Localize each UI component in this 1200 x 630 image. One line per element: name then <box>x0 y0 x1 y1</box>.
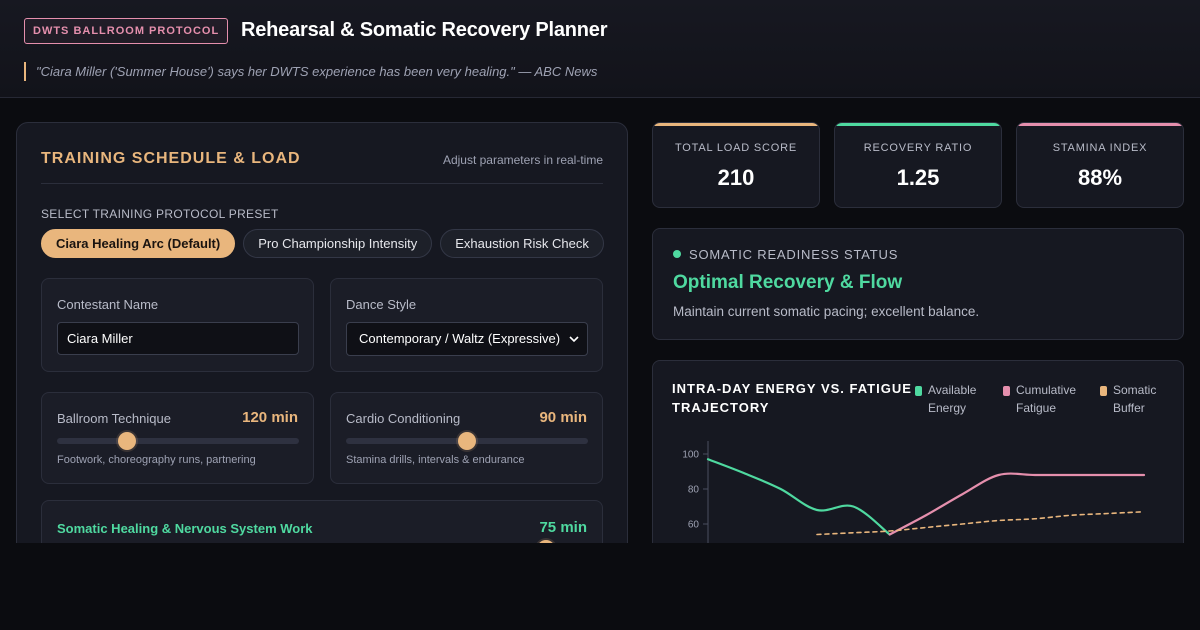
metric-total-load: TOTAL LOAD SCORE 210 <box>652 122 820 208</box>
cardio-conditioning-label: Cardio Conditioning <box>346 411 461 426</box>
ballroom-technique-desc: Footwork, choreography runs, partnering <box>57 454 256 466</box>
legend-swatch <box>915 386 922 396</box>
legend-item-buffer: Somatic Buffer <box>1100 381 1176 417</box>
readiness-status-card: SOMATIC READINESS STATUS Optimal Recover… <box>652 228 1184 340</box>
ballroom-technique-thumb[interactable] <box>118 432 137 450</box>
legend-item-energy: Available Energy <box>915 381 993 417</box>
y-tick-label: 100 <box>682 450 699 461</box>
metric-value: 210 <box>717 165 755 190</box>
training-panel-title: TRAINING SCHEDULE & LOAD <box>41 150 301 167</box>
main-content[interactable]: TRAINING SCHEDULE & LOAD Adjust paramete… <box>0 98 1200 543</box>
trajectory-chart: 100 80 60 <box>682 441 1146 543</box>
preset-exhaustion-risk[interactable]: Exhaustion Risk Check <box>440 229 604 258</box>
legend-swatch <box>1100 386 1107 396</box>
dance-style-select[interactable]: Contemporary / Waltz (Expressive) <box>346 322 588 356</box>
contestant-name-card: Contestant Name Ciara Miller <box>41 278 314 372</box>
metric-accent-bar <box>835 123 1001 126</box>
somatic-healing-value: 75 min <box>539 519 587 536</box>
metric-accent-bar <box>653 123 819 126</box>
metric-label: RECOVERY RATIO <box>863 142 973 154</box>
news-quote: "Ciara Miller ('Summer House') says her … <box>24 62 597 81</box>
series-line-somatic-buffer <box>816 510 1145 536</box>
metric-recovery-ratio: RECOVERY RATIO 1.25 <box>834 122 1002 208</box>
cardio-conditioning-value: 90 min <box>539 409 587 426</box>
status-headline: Optimal Recovery & Flow <box>673 272 903 293</box>
somatic-healing-thumb[interactable] <box>537 540 556 543</box>
series-line-cumulative-fatigue <box>888 472 1146 536</box>
chevron-down-icon <box>569 336 579 343</box>
series-line-available-energy <box>706 458 891 536</box>
app-header: DWTS BALLROOM PROTOCOL Rehearsal & Somat… <box>0 0 1200 98</box>
y-tick-label: 60 <box>688 520 700 531</box>
metric-label: STAMINA INDEX <box>1052 142 1148 154</box>
divider <box>41 183 603 184</box>
cardio-conditioning-thumb[interactable] <box>458 432 476 450</box>
contestant-name-input[interactable]: Ciara Miller <box>57 322 299 355</box>
ballroom-technique-value: 120 min <box>242 409 298 426</box>
preset-label: SELECT TRAINING PROTOCOL PRESET <box>41 207 279 221</box>
somatic-healing-label: Somatic Healing & Nervous System Work <box>57 521 313 536</box>
legend-label: Available Energy <box>928 383 977 415</box>
preset-pro-championship[interactable]: Pro Championship Intensity <box>243 229 433 258</box>
status-description: Maintain current somatic pacing; excelle… <box>673 304 980 319</box>
legend-label: Somatic Buffer <box>1113 383 1157 415</box>
cardio-conditioning-desc: Stamina drills, intervals & endurance <box>346 454 525 466</box>
metric-value: 1.25 <box>896 165 940 190</box>
training-panel: TRAINING SCHEDULE & LOAD Adjust paramete… <box>16 122 628 543</box>
preset-ciara-healing-arc[interactable]: Ciara Healing Arc (Default) <box>41 229 236 258</box>
legend-item-fatigue: Cumulative Fatigue <box>1003 381 1095 417</box>
somatic-healing-card: Somatic Healing & Nervous System Work 75… <box>41 500 603 543</box>
status-indicator-dot <box>673 250 681 258</box>
training-panel-hint: Adjust parameters in real-time <box>442 153 603 167</box>
legend-swatch <box>1003 386 1010 396</box>
preset-group: Ciara Healing Arc (Default) Pro Champion… <box>41 229 604 258</box>
y-tick-label: 80 <box>688 485 700 496</box>
ballroom-technique-label: Ballroom Technique <box>57 411 171 426</box>
metric-label: TOTAL LOAD SCORE <box>674 142 797 154</box>
dance-style-value: Contemporary / Waltz (Expressive) <box>359 331 561 346</box>
page-title: Rehearsal & Somatic Recovery Planner <box>241 19 608 41</box>
cardio-conditioning-card: Cardio Conditioning 90 min Stamina drill… <box>330 392 603 484</box>
ballroom-technique-slider[interactable] <box>57 438 299 444</box>
ballroom-technique-card: Ballroom Technique 120 min Footwork, cho… <box>41 392 314 484</box>
trajectory-chart-card: INTRA-DAY ENERGY VS. FATIGUE TRAJECTORY … <box>652 360 1184 543</box>
dance-style-label: Dance Style <box>346 297 417 312</box>
metric-value: 88% <box>1077 165 1123 190</box>
dance-style-card: Dance Style Contemporary / Waltz (Expres… <box>330 278 603 372</box>
protocol-badge: DWTS BALLROOM PROTOCOL <box>24 18 229 44</box>
legend-label: Cumulative Fatigue <box>1016 383 1077 415</box>
metric-stamina-index: STAMINA INDEX 88% <box>1016 122 1184 208</box>
metric-accent-bar <box>1017 123 1183 126</box>
chart-title: INTRA-DAY ENERGY VS. FATIGUE TRAJECTORY <box>672 381 912 415</box>
contestant-name-label: Contestant Name <box>57 297 159 312</box>
status-label: SOMATIC READINESS STATUS <box>689 247 899 262</box>
